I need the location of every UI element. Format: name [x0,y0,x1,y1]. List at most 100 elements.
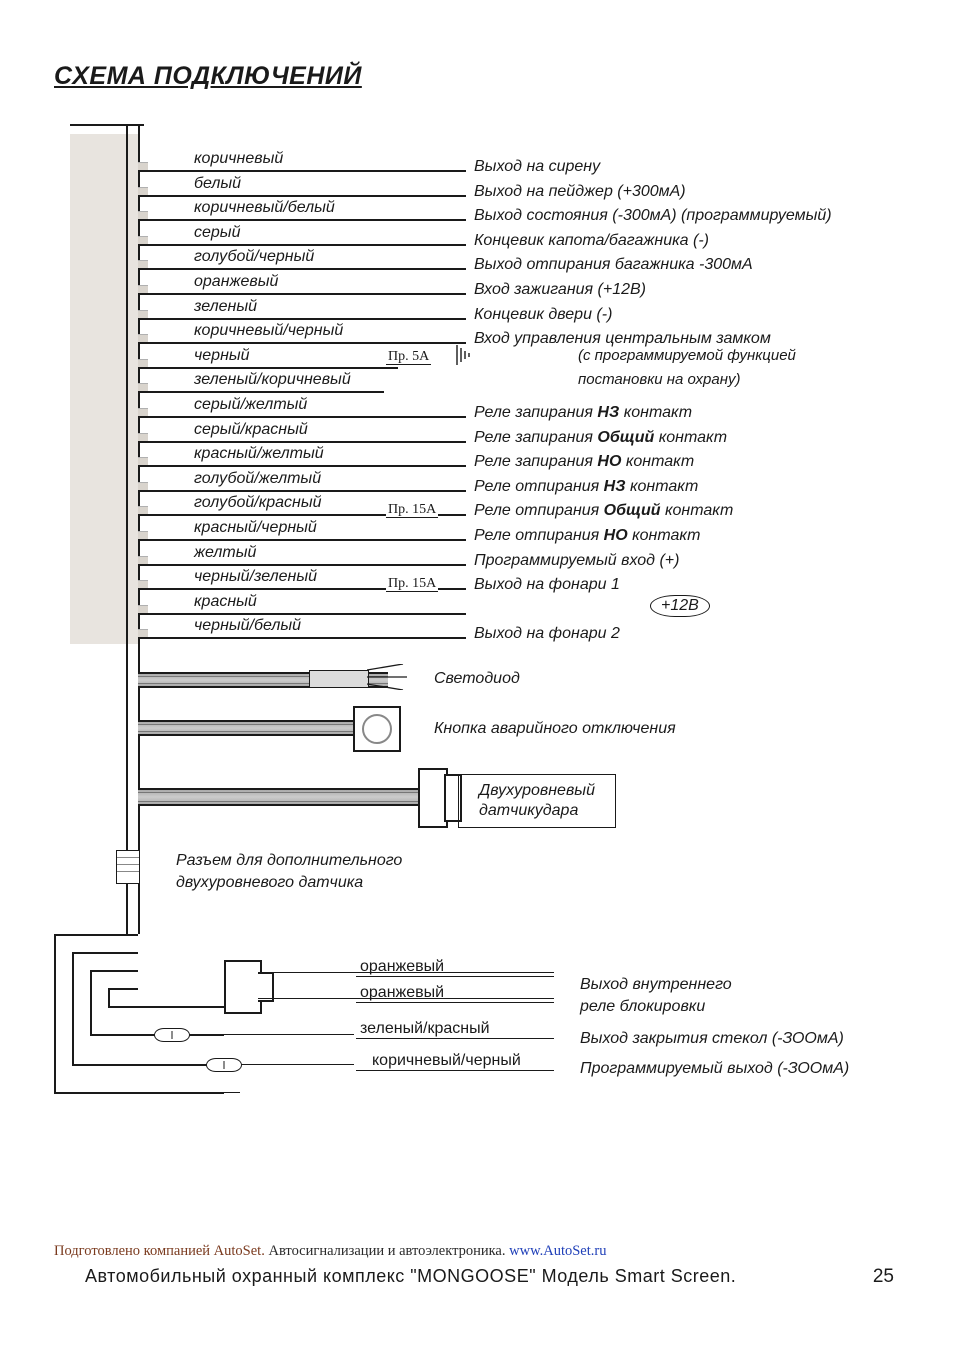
page-title: СХЕМА ПОДКЛЮЧЕНИЙ [54,62,362,91]
wire-color-label: белый [194,175,241,193]
wire-row: зеленыйКонцевик двери (-) [138,296,866,320]
sensor-label-line1: Двухуровневый [479,781,595,801]
led-indicator [309,670,369,688]
wire-row: белыйВыход на пейджер (+300мА) [138,173,866,197]
bottom-underline-3 [356,1070,554,1071]
bottom-underline-1 [356,1002,554,1003]
route-h1 [54,934,138,936]
wire-color-label: коричневый/белый [194,199,335,217]
wire-row: голубой/красныйРеле отпирания Общий конт… [138,492,866,516]
cable-shock-sensor [138,788,428,806]
wire-color-label: голубой/желтый [194,470,321,488]
footer-note: Подготовлено компанией AutoSet. Автосигн… [54,1243,606,1260]
fuse-label: Пр. 15А [386,502,438,518]
wire-row: серый/красныйРеле запирания Общий контак… [138,419,866,443]
led-label: Светодиод [434,670,520,688]
footer-note-black: Автосигнализации и автоэлектроника. [265,1243,509,1259]
wire-row: голубой/черныйВыход отпирания багажника … [138,246,866,270]
wire-color-label: черный/белый [194,617,301,635]
wire-color-label: серый/красный [194,421,308,439]
route-v3 [90,970,92,1034]
badge-plus-12v: +12В [650,595,710,617]
route-h8 [108,1006,224,1008]
wire-color-label: зеленый/коричневый [194,371,351,389]
route-h4 [72,1064,224,1066]
bottom-wire-3a [224,1034,354,1035]
route-v1 [54,934,56,1092]
sensor-label-box: Двухуровневый датчикудара [458,774,616,828]
wire-row: черный (с программируемой функцией Пр. 5А [138,345,866,369]
bottom-wire-4a [224,1064,354,1065]
wire-color-label: черный/зеленый [194,568,317,586]
wire-row: зеленый/коричневый постановки на охрану) [138,369,866,393]
wire-row: желтыйПрограммируемый вход (+) [138,542,866,566]
route-h7 [108,988,138,990]
bottom-desc-prog: Программируемый выход (-ЗООмА) [580,1060,849,1078]
fuse-label: Пр. 15А [386,576,438,592]
wire-color-label: красный/желтый [194,445,324,463]
terminal-oval-2 [206,1058,242,1072]
wire-row: оранжевыйВход зажигания (+12В) [138,271,866,295]
wire-line [138,637,466,639]
wire-color-label: желтый [194,544,256,562]
wire-color-label: оранжевый [194,273,278,291]
bottom-desc-relay1: Выход внутреннего [580,976,732,994]
emergency-button-label: Кнопка аварийного отключения [434,720,676,738]
wire-color-label: красный [194,593,257,611]
cable-button [138,720,388,736]
terminal-oval-1 [154,1028,190,1042]
wire-color-label: голубой/красный [194,494,322,512]
bottom-desc-windows: Выход закрытия стекол (-ЗООмА) [580,1030,844,1048]
sensor-label-line2: датчикудара [479,801,595,821]
wire-color-label: черный [194,347,250,365]
led-wires-icon [367,664,417,695]
route-v4 [108,988,110,1006]
route-v2 [72,952,74,1064]
wire-row: серыйКонцевик капота/багажника (-) [138,222,866,246]
wire-row: голубой/желтыйРеле отпирания НЗ контакт [138,468,866,492]
bottom-desc-relay2: реле блокировки [580,998,705,1016]
bottom-wire-color-1: оранжевый [360,984,444,1002]
wire-color-label: серый/желтый [194,396,307,414]
footer-main: Автомобильный охранный комплекс "MONGOOS… [85,1266,736,1287]
page: СХЕМА ПОДКЛЮЧЕНИЙ коричневыйВыход на сир… [0,0,954,1348]
wire-row: черный/белыйВыход на фонари 2 [138,615,866,639]
bottom-wire-color-2: зеленый/красный [360,1020,490,1038]
fuse-label: Пр. 5А [386,349,431,365]
wire-color-label: красный/черный [194,519,317,537]
footer-note-link: www.AutoSet.ru [509,1243,606,1259]
aux-sensor-connector [116,850,140,884]
wire-row: черный/зеленыйВыход на фонари 1Пр. 15А [138,566,866,590]
emergency-button-icon [362,714,392,744]
page-number: 25 [873,1266,894,1288]
wire-color-label: зеленый [194,298,257,316]
wire-note: (с программируемой функцией [578,347,796,364]
wire-row: красный/желтыйРеле запирания НО контакт [138,443,866,467]
relay-box [224,960,262,1014]
wire-desc: Выход на фонари 2 [474,625,620,643]
aux-sensor-label-2: двухуровневого датчика [176,874,363,892]
route-h5 [90,970,138,972]
route-h3 [72,952,138,954]
bottom-wire-color-0: оранжевый [360,958,444,976]
wire-row: серый/желтыйРеле запирания НЗ контакт [138,394,866,418]
wire-color-label: коричневый [194,150,283,168]
bottom-underline-2 [356,1038,554,1039]
wire-row: красный [138,591,866,615]
wire-row: коричневый/черныйВход управления централ… [138,320,866,344]
wire-note: постановки на охрану) [578,371,741,388]
footer-note-brown: Подготовлено компанией AutoSet. [54,1243,265,1259]
wire-color-label: серый [194,224,240,242]
bottom-underline-0 [356,976,554,977]
wire-color-label: голубой/черный [194,248,314,266]
wire-row: коричневыйВыход на сирену [138,148,866,172]
unit-border-top [70,124,144,126]
route-h2 [54,1092,224,1094]
bottom-wire-5a [224,1092,240,1093]
unit-border-left [126,124,128,934]
wire-color-label: коричневый/черный [194,322,343,340]
bottom-wire-color-3: коричневый/черный [372,1052,521,1070]
wire-row: коричневый/белыйВыход состояния (-300мА)… [138,197,866,221]
ground-symbol-icon [454,345,472,369]
wire-row: красный/черныйРеле отпирания НО контакт [138,517,866,541]
